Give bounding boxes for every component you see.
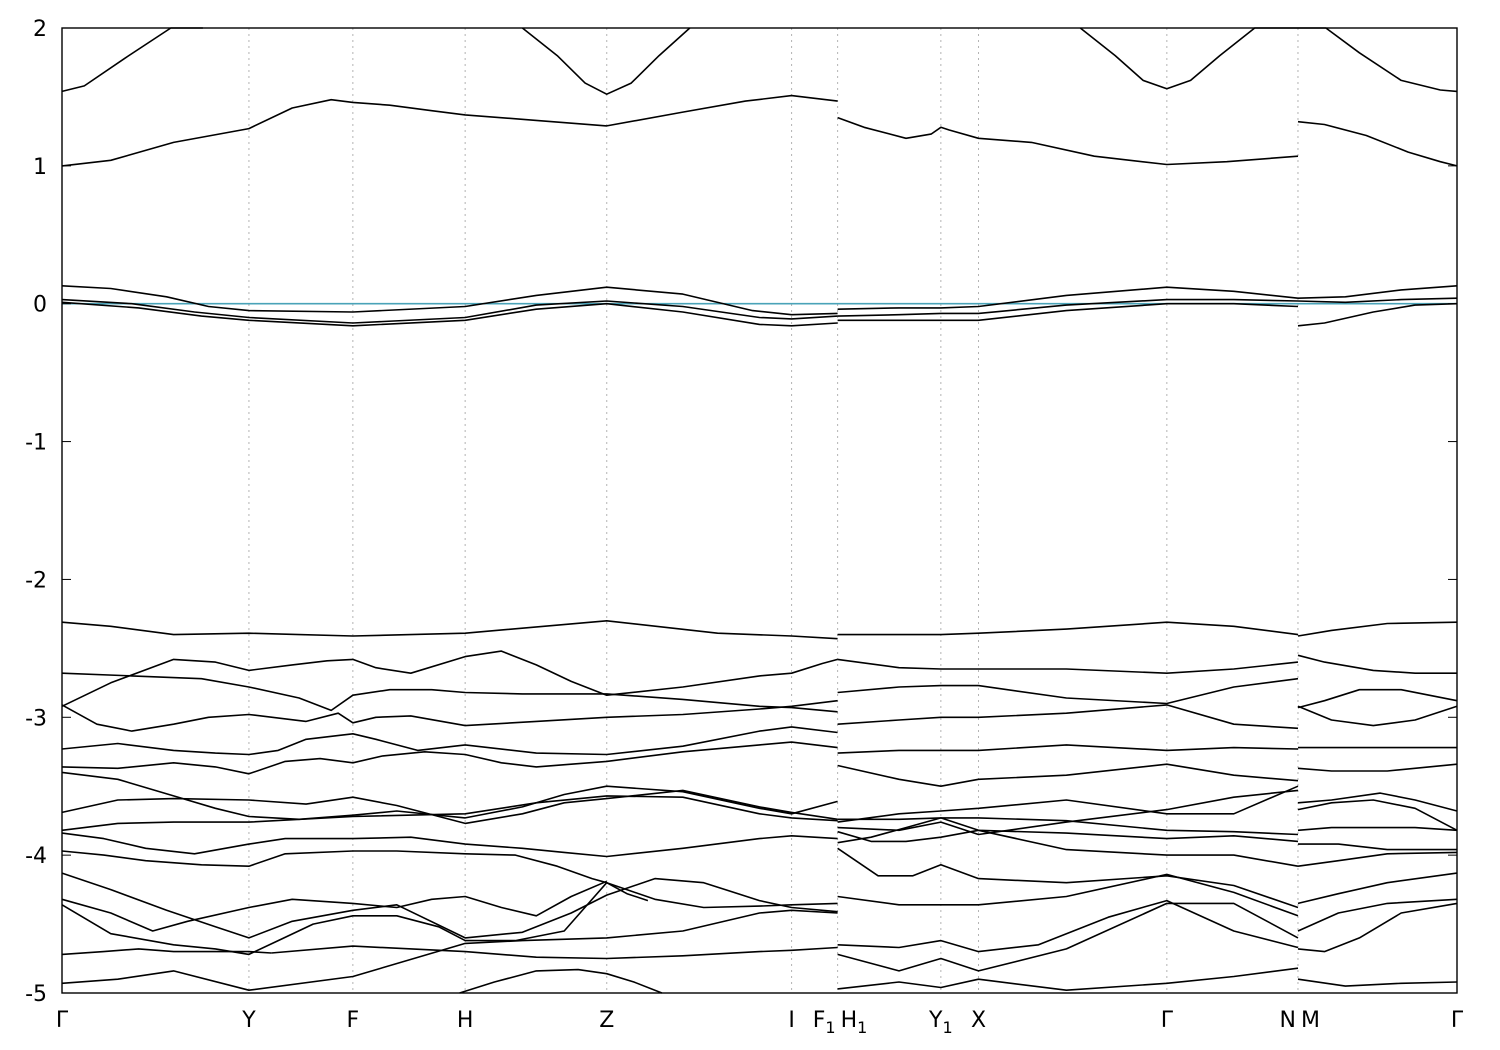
band-line-4	[1298, 27, 1458, 93]
band-line-9	[837, 286, 1299, 310]
band-line-11	[61, 298, 838, 324]
band-line-37	[1297, 792, 1458, 812]
band-line-6	[837, 116, 1299, 166]
kpoint-label: H	[457, 1008, 474, 1033]
band-line-58	[1297, 902, 1458, 953]
kpoint-label: Γ	[56, 1008, 69, 1033]
y-tick-label: 0	[33, 293, 47, 318]
plot-frame	[61, 27, 1458, 994]
band-line-14	[61, 301, 838, 327]
y-tick-label: -4	[25, 844, 47, 869]
band-line-53	[61, 880, 608, 932]
band-line-33	[837, 763, 1299, 788]
x-axis-ticks: Γ Y F H Z I F1 H1 Y1 X Γ N M Γ	[56, 1008, 1464, 1037]
band-line-18	[837, 621, 1299, 636]
band-line-17	[61, 619, 838, 640]
band-line-50	[61, 872, 838, 939]
y-axis-ticks: 2 1 0 -1 -2 -3 -4 -5	[25, 17, 1457, 1007]
band-line-21	[837, 658, 1299, 675]
band-line-2	[521, 27, 691, 95]
kpoint-label: I	[788, 1008, 795, 1033]
band-line-27	[837, 704, 1299, 730]
band-line-5	[61, 94, 838, 167]
kpoint-label: M	[1301, 1008, 1320, 1033]
kpoint-label: Y1	[928, 1008, 953, 1037]
band-line-51	[837, 847, 1299, 909]
band-line-54	[837, 873, 1299, 917]
band-line-55	[1297, 898, 1458, 932]
y-tick-label: -5	[25, 982, 47, 1007]
band-line-13	[1297, 297, 1458, 304]
band-line-20	[61, 650, 838, 708]
band-line-10	[1297, 285, 1458, 299]
band-line-19	[1297, 621, 1458, 637]
band-line-38	[61, 789, 838, 825]
band-line-63	[271, 945, 838, 960]
kpoint-label: Z	[599, 1008, 614, 1033]
band-line-32	[61, 741, 838, 775]
band-line-34	[1297, 763, 1458, 772]
kpoint-label: F	[347, 1008, 360, 1033]
band-line-25	[1297, 688, 1458, 709]
y-tick-label: 1	[33, 155, 47, 180]
kpoint-label: N	[1280, 1008, 1296, 1033]
band-line-1	[61, 27, 203, 93]
band-line-24	[837, 677, 1299, 705]
band-line-39	[837, 789, 1299, 836]
band-line-44	[61, 832, 838, 858]
band-line-36	[837, 785, 1299, 823]
kpoint-label: Γ	[1161, 1008, 1174, 1033]
y-tick-label: -1	[25, 431, 47, 456]
kpoint-label: X	[971, 1008, 986, 1033]
band-line-16	[1297, 302, 1458, 327]
band-line-7	[1297, 120, 1458, 167]
band-line-29	[61, 726, 838, 756]
band-line-56	[61, 881, 838, 956]
band-line-43	[1297, 826, 1458, 832]
band-line-42	[837, 817, 1299, 836]
band-line-26	[61, 699, 838, 732]
kpoint-label: Γ	[1451, 1008, 1464, 1033]
band-line-65	[459, 968, 663, 994]
kpoint-label: Y	[241, 1008, 256, 1033]
band-line-62	[61, 948, 272, 956]
band-lines	[61, 27, 1458, 994]
kpoint-label: F1	[813, 1008, 836, 1037]
y-tick-label: -3	[25, 706, 47, 731]
band-line-49	[1297, 851, 1458, 867]
band-line-47	[61, 850, 649, 902]
band-line-12	[837, 298, 1299, 317]
band-line-52	[1297, 872, 1458, 905]
band-line-46	[1298, 843, 1457, 851]
band-line-23	[61, 672, 838, 713]
band-line-41	[61, 795, 838, 832]
band-line-40	[1297, 799, 1458, 832]
band-line-8	[61, 285, 838, 316]
y-tick-label: 2	[33, 17, 47, 42]
band-line-30	[837, 744, 1299, 754]
kpoint-label: H1	[841, 1008, 868, 1037]
band-line-61	[1297, 978, 1458, 987]
band-line-22	[1297, 654, 1457, 675]
band-line-35	[61, 771, 838, 821]
y-tick-label: -2	[25, 568, 47, 593]
band-line-28	[1297, 705, 1458, 727]
band-line-60	[837, 902, 1299, 972]
band-line-48	[837, 829, 1299, 867]
high-symmetry-lines	[248, 28, 1299, 993]
band-line-57	[837, 899, 1299, 953]
band-line-64	[837, 967, 1299, 992]
band-line-15	[837, 302, 1299, 322]
band-line-3	[1079, 27, 1298, 90]
band-line-59	[61, 909, 838, 992]
